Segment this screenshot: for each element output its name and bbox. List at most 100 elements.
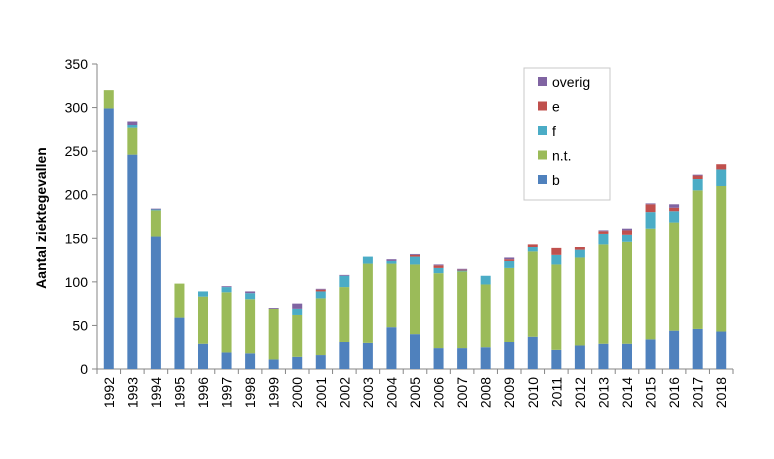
bar-segment-f (339, 275, 350, 288)
bar-segment-n-t (598, 244, 609, 344)
x-tick-label: 2014 (619, 377, 635, 408)
bar-segment-n-t (198, 296, 208, 344)
bar-segment-n-t (103, 90, 114, 109)
bar-segment-b (622, 343, 632, 369)
y-tick-label: 250 (65, 143, 89, 159)
bar-segment-n-t (551, 264, 562, 350)
bar-segment-n-t (622, 241, 632, 344)
bar-segment-f (315, 291, 326, 299)
bar-segment-n-t (410, 264, 420, 335)
bar-segment-overig (433, 264, 444, 266)
bar-segment-n-t (221, 292, 232, 353)
bar-segment-overig (692, 174, 703, 176)
bar-segment-overig (645, 203, 656, 205)
bar-segment-f (410, 256, 420, 265)
bar-segment-f (480, 275, 491, 285)
x-tick-label: 2013 (595, 377, 611, 408)
bar-segment-f (598, 233, 609, 245)
bar-segment-overig (150, 208, 161, 210)
bar-segment-b (692, 328, 703, 369)
bar-segment-e (669, 207, 680, 212)
x-tick-label: 2005 (407, 377, 423, 408)
x-tick-label: 2003 (360, 377, 376, 408)
bar-segment-n-t (245, 299, 256, 354)
bar-segment-f (716, 169, 727, 186)
bar-segment-f (150, 209, 161, 211)
bar-segment-overig (504, 257, 515, 260)
x-tick-label: 1998 (242, 377, 258, 408)
bar-segment-e (716, 164, 727, 170)
bar-segment-n-t (292, 314, 303, 357)
bar-segment-b (504, 341, 515, 369)
legend-swatch-overig (538, 77, 547, 86)
x-tick-label: 2004 (383, 377, 399, 408)
x-axis: 1992 1993 1994 1995 1996 1997 1998 1999 2000 2001… (96, 368, 734, 408)
legend-label-overig: overig (552, 74, 590, 90)
x-tick-label: 2012 (572, 377, 588, 408)
bar-segment-b (551, 349, 562, 369)
bar-segment-b (198, 343, 208, 369)
bar-segment-f (457, 270, 468, 272)
bar-segment-overig (598, 230, 609, 232)
x-tick-label: 2010 (525, 377, 541, 408)
bar-segment-b (598, 343, 609, 369)
x-tick-label: 2015 (643, 377, 659, 408)
bar-segment-b (292, 356, 303, 369)
bar-segment-e (692, 175, 703, 180)
bar-segment-overig (622, 228, 632, 231)
x-tick-label: 2011 (548, 377, 564, 407)
bar-segment-n-t (457, 271, 468, 349)
bar-segment-e (457, 269, 468, 271)
bar-segment-b (362, 342, 373, 369)
bar-segment-f (221, 287, 232, 293)
bar-segment-f (574, 249, 585, 258)
bar-segment-b (433, 348, 444, 369)
x-tick-label: 2008 (478, 377, 494, 408)
bar-segment-overig (245, 291, 256, 294)
bar-segment-overig (221, 286, 232, 288)
bar-segment-b (574, 345, 585, 369)
bar-segment-n-t (268, 308, 279, 360)
x-tick-label: 1996 (195, 377, 211, 408)
bar-segment-e (645, 204, 656, 213)
bar-segment-b (645, 339, 656, 369)
y-tick-label: 200 (65, 187, 89, 203)
x-tick-label: 1994 (148, 377, 164, 408)
bar-segment-b (716, 331, 727, 369)
x-tick-label: 2018 (713, 377, 729, 408)
bar-segment-n-t (127, 127, 138, 155)
legend-swatch-e (538, 101, 547, 111)
bar-segment-f (692, 179, 703, 191)
x-tick-label: 2009 (501, 377, 517, 408)
bar-segment-e (504, 259, 515, 261)
bar-segment-b (457, 348, 468, 369)
y-tick-label: 100 (65, 274, 89, 290)
bar-segment-b (103, 108, 114, 369)
bar-segment-e (433, 265, 444, 268)
bar-segment-f (622, 234, 632, 242)
bar-segment-b (315, 355, 326, 369)
legend-swatch-f (538, 126, 547, 135)
bar-segment-b (410, 334, 420, 369)
bar-segment-n-t (504, 267, 515, 342)
bar-segment-b (339, 341, 350, 369)
legend: overig ef n.t. b (523, 67, 611, 201)
bar-segment-f (504, 260, 515, 268)
y-tick-label: 150 (65, 230, 89, 246)
bar-segment-n-t (527, 251, 538, 337)
bar-segment-overig (127, 121, 138, 125)
x-tick-label: 1997 (219, 377, 235, 408)
bar-segment-n-t (174, 283, 185, 318)
legend-swatch-b (538, 175, 547, 184)
bar-segment-overig (268, 308, 279, 309)
bar-segment-b (386, 327, 397, 369)
bar-series (103, 90, 727, 369)
legend-label-n-t: n.t. (552, 148, 571, 164)
bar-segment-f (245, 293, 256, 300)
bar-segment-f (645, 212, 656, 229)
y-tick-label: 50 (72, 317, 88, 333)
bar-segment-b (669, 330, 680, 369)
bar-segment-e (551, 247, 562, 255)
bar-segment-b (268, 359, 279, 369)
